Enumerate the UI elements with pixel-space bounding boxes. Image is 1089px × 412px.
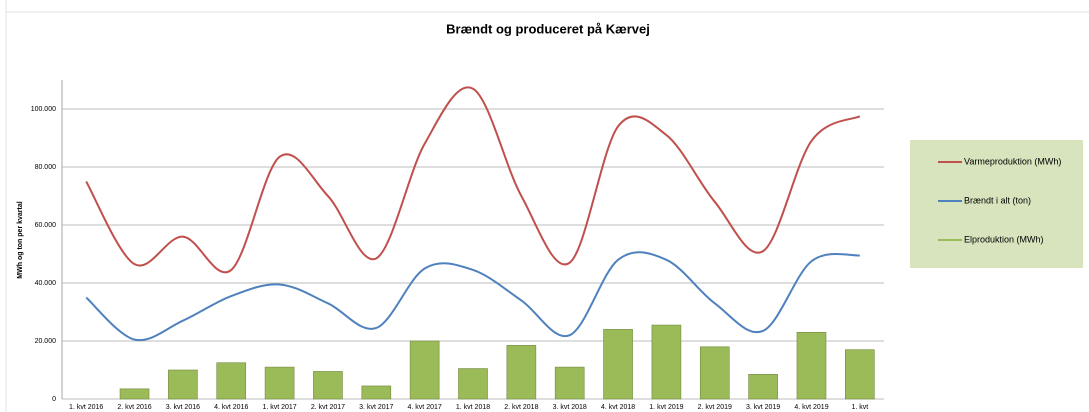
chart-title: Brændt og produceret på Kærvej (446, 21, 650, 36)
bar (699, 346, 730, 400)
y-tick-label: 0 (52, 396, 56, 403)
bar (264, 366, 295, 400)
legend-label: Brændt i alt (ton) (964, 195, 1031, 205)
x-tick-label: 4. kvt 2017 (408, 404, 442, 411)
x-tick-label: 4. kvt 2019 (794, 404, 828, 411)
bar (506, 345, 537, 400)
y-tick-label: 20.000 (35, 338, 57, 345)
x-tick-label: 1. kvt (851, 404, 868, 411)
bar (554, 366, 585, 400)
x-tick-label: 1. kvt 2016 (69, 404, 103, 411)
x-tick-label: 1. kvt 2017 (262, 404, 296, 411)
bar (361, 385, 392, 400)
bar (119, 388, 150, 400)
bar (313, 371, 343, 400)
x-tick-label: 3. kvt 2017 (359, 404, 393, 411)
x-tick-label: 3. kvt 2018 (553, 404, 587, 411)
bar (796, 331, 827, 400)
y-axis-label: MWh og ton per kvartal (17, 201, 24, 278)
bar (409, 340, 440, 400)
bar (458, 368, 488, 400)
x-tick-label: 2. kvt 2016 (117, 404, 151, 411)
bar (845, 349, 875, 400)
y-tick-label: 100.000 (31, 106, 56, 113)
bar (748, 374, 778, 400)
x-tick-label: 2. kvt 2017 (311, 404, 345, 411)
bar (603, 329, 633, 400)
y-tick-label: 40.000 (35, 280, 57, 287)
x-tick-label: 1. kvt 2019 (649, 404, 683, 411)
y-tick-label: 80.000 (35, 164, 57, 171)
bar (216, 362, 247, 400)
line (85, 86, 861, 274)
x-tick-label: 4. kvt 2016 (214, 404, 248, 411)
bar (168, 369, 198, 400)
x-tick-label: 2. kvt 2018 (504, 404, 538, 411)
line (85, 251, 860, 342)
x-tick-label: 4. kvt 2018 (601, 404, 635, 411)
x-tick-label: 3. kvt 2016 (166, 404, 200, 411)
x-tick-label: 3. kvt 2019 (746, 404, 780, 411)
x-tick-label: 2. kvt 2019 (698, 404, 732, 411)
legend-label: Elproduktion (MWh) (964, 234, 1044, 244)
legend-label: Varmeproduktion (MWh) (964, 156, 1061, 166)
x-tick-label: 1. kvt 2018 (456, 404, 490, 411)
bar (651, 324, 682, 400)
y-tick-label: 60.000 (35, 222, 57, 229)
